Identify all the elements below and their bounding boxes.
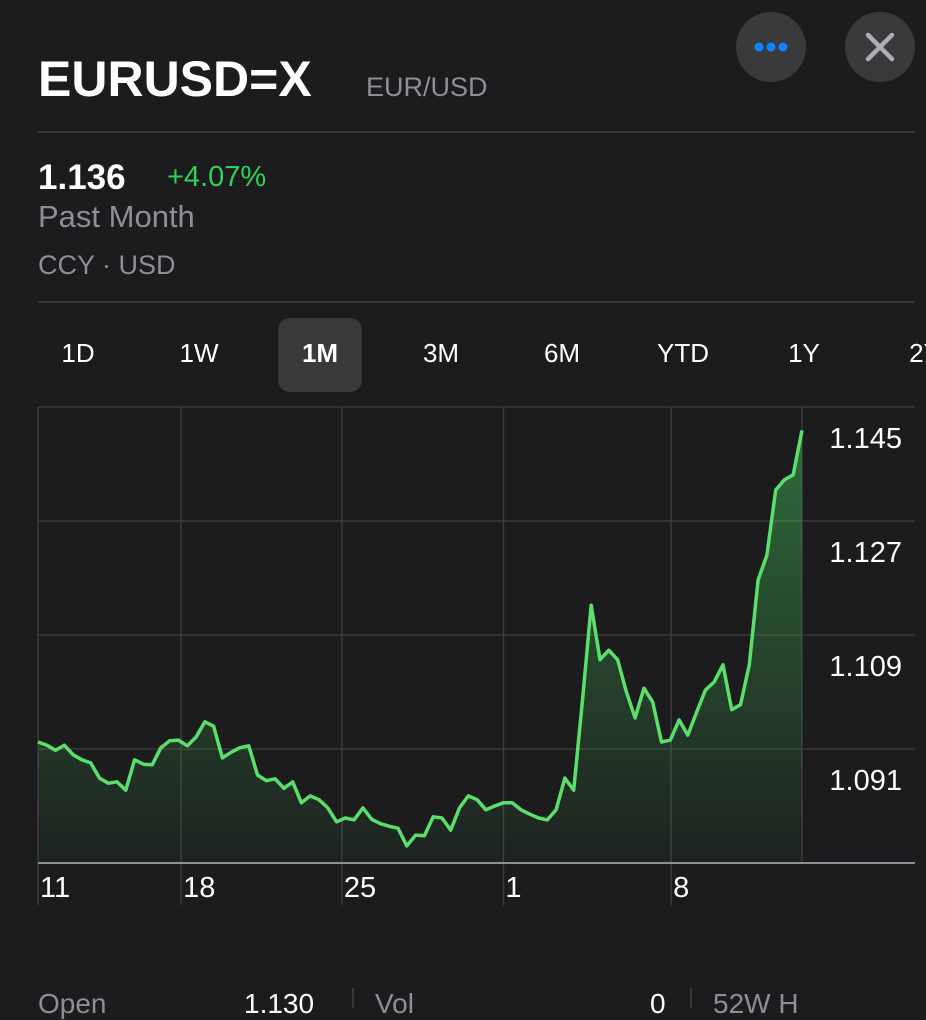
y-tick-label: 1.109 <box>829 651 902 683</box>
stat-text: 1.130 <box>244 988 315 1019</box>
divider <box>38 131 915 133</box>
range-tab[interactable]: YTD <box>657 338 709 368</box>
period: Past Month <box>38 199 195 234</box>
range-tab[interactable]: 1Y <box>788 338 820 368</box>
stat-divider <box>690 988 692 1008</box>
more-button[interactable] <box>736 12 806 82</box>
price-line <box>37 430 804 848</box>
currency: CCY · USD <box>38 250 176 280</box>
divider <box>38 301 915 303</box>
range-tab[interactable]: 1W <box>179 338 219 368</box>
symbol-subtitle: EUR/USD <box>366 72 488 102</box>
x-tick-label: 1 <box>505 872 521 904</box>
stat-text: Open <box>38 988 107 1019</box>
close-icon <box>865 32 895 62</box>
x-tick-label: 8 <box>673 872 689 904</box>
more-icon <box>754 42 788 52</box>
range-tab[interactable]: 1D <box>61 338 95 368</box>
stat-text: 52W H <box>713 988 799 1019</box>
y-tick-label: 1.127 <box>829 537 902 569</box>
range-tab[interactable]: 6M <box>543 338 581 368</box>
price: 1.136 <box>38 158 126 197</box>
selected-tab-bg <box>278 318 362 392</box>
stat-divider <box>352 988 354 1008</box>
stat-text: Vol <box>375 988 414 1019</box>
x-tick-label: 11 <box>40 872 70 904</box>
range-tab[interactable]: 2Y <box>909 338 926 368</box>
area <box>38 430 802 863</box>
close-button[interactable] <box>845 12 915 82</box>
x-tick-label: 18 <box>183 872 215 904</box>
y-tick-label: 1.091 <box>829 765 902 797</box>
range-tab[interactable]: 3M <box>422 338 460 368</box>
stat-text: 0 <box>650 988 666 1019</box>
range-tab[interactable]: 1M <box>301 338 339 368</box>
y-tick-label: 1.145 <box>829 423 902 455</box>
x-tick-label: 25 <box>344 872 376 904</box>
symbol-title: EURUSD=X <box>38 51 312 107</box>
change: +4.07% <box>167 161 267 193</box>
